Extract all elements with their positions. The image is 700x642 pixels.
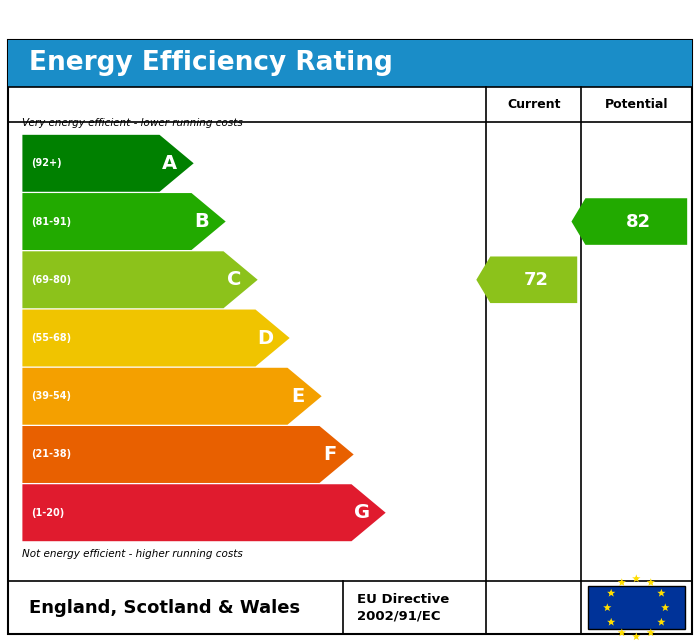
Polygon shape [22, 426, 353, 483]
Polygon shape [603, 603, 612, 611]
Text: G: G [354, 503, 370, 522]
Polygon shape [617, 629, 626, 636]
Text: (1-20): (1-20) [31, 508, 64, 517]
Text: (21-38): (21-38) [31, 449, 71, 460]
Bar [8, 40, 692, 87]
Text: Energy Efficiency Rating: Energy Efficiency Rating [29, 50, 393, 76]
Polygon shape [632, 575, 640, 582]
Polygon shape [22, 309, 290, 367]
Polygon shape [607, 618, 615, 626]
Text: E: E [291, 386, 304, 406]
Polygon shape [657, 618, 666, 626]
Text: (92+): (92+) [31, 159, 62, 168]
Polygon shape [22, 135, 194, 192]
Text: EU Directive
2002/91/EC: EU Directive 2002/91/EC [357, 593, 449, 623]
Text: Not energy efficient - higher running costs: Not energy efficient - higher running co… [22, 549, 243, 559]
Text: C: C [227, 270, 241, 290]
Text: (39-54): (39-54) [31, 391, 71, 401]
Polygon shape [632, 632, 640, 640]
Text: B: B [195, 212, 209, 231]
Text: F: F [323, 445, 337, 464]
Text: (69-80): (69-80) [31, 275, 71, 285]
Text: England, Scotland & Wales: England, Scotland & Wales [29, 598, 300, 617]
Polygon shape [22, 251, 258, 308]
Text: D: D [258, 329, 274, 347]
Text: A: A [162, 154, 177, 173]
Polygon shape [607, 589, 615, 596]
Polygon shape [22, 193, 225, 250]
Text: (55-68): (55-68) [31, 333, 71, 343]
Text: Current: Current [507, 98, 561, 111]
Polygon shape [22, 484, 386, 541]
Text: Very energy efficient - lower running costs: Very energy efficient - lower running co… [22, 118, 243, 128]
Text: 82: 82 [626, 213, 651, 230]
Text: Potential: Potential [605, 98, 668, 111]
Polygon shape [571, 198, 687, 245]
Polygon shape [647, 629, 655, 636]
Text: (81-91): (81-91) [31, 216, 71, 227]
Polygon shape [661, 603, 669, 611]
Polygon shape [647, 578, 655, 586]
Polygon shape [657, 589, 666, 596]
Polygon shape [617, 578, 626, 586]
Polygon shape [476, 257, 578, 303]
Polygon shape [22, 368, 322, 425]
Bar [588, 586, 685, 629]
Text: 72: 72 [524, 271, 548, 289]
